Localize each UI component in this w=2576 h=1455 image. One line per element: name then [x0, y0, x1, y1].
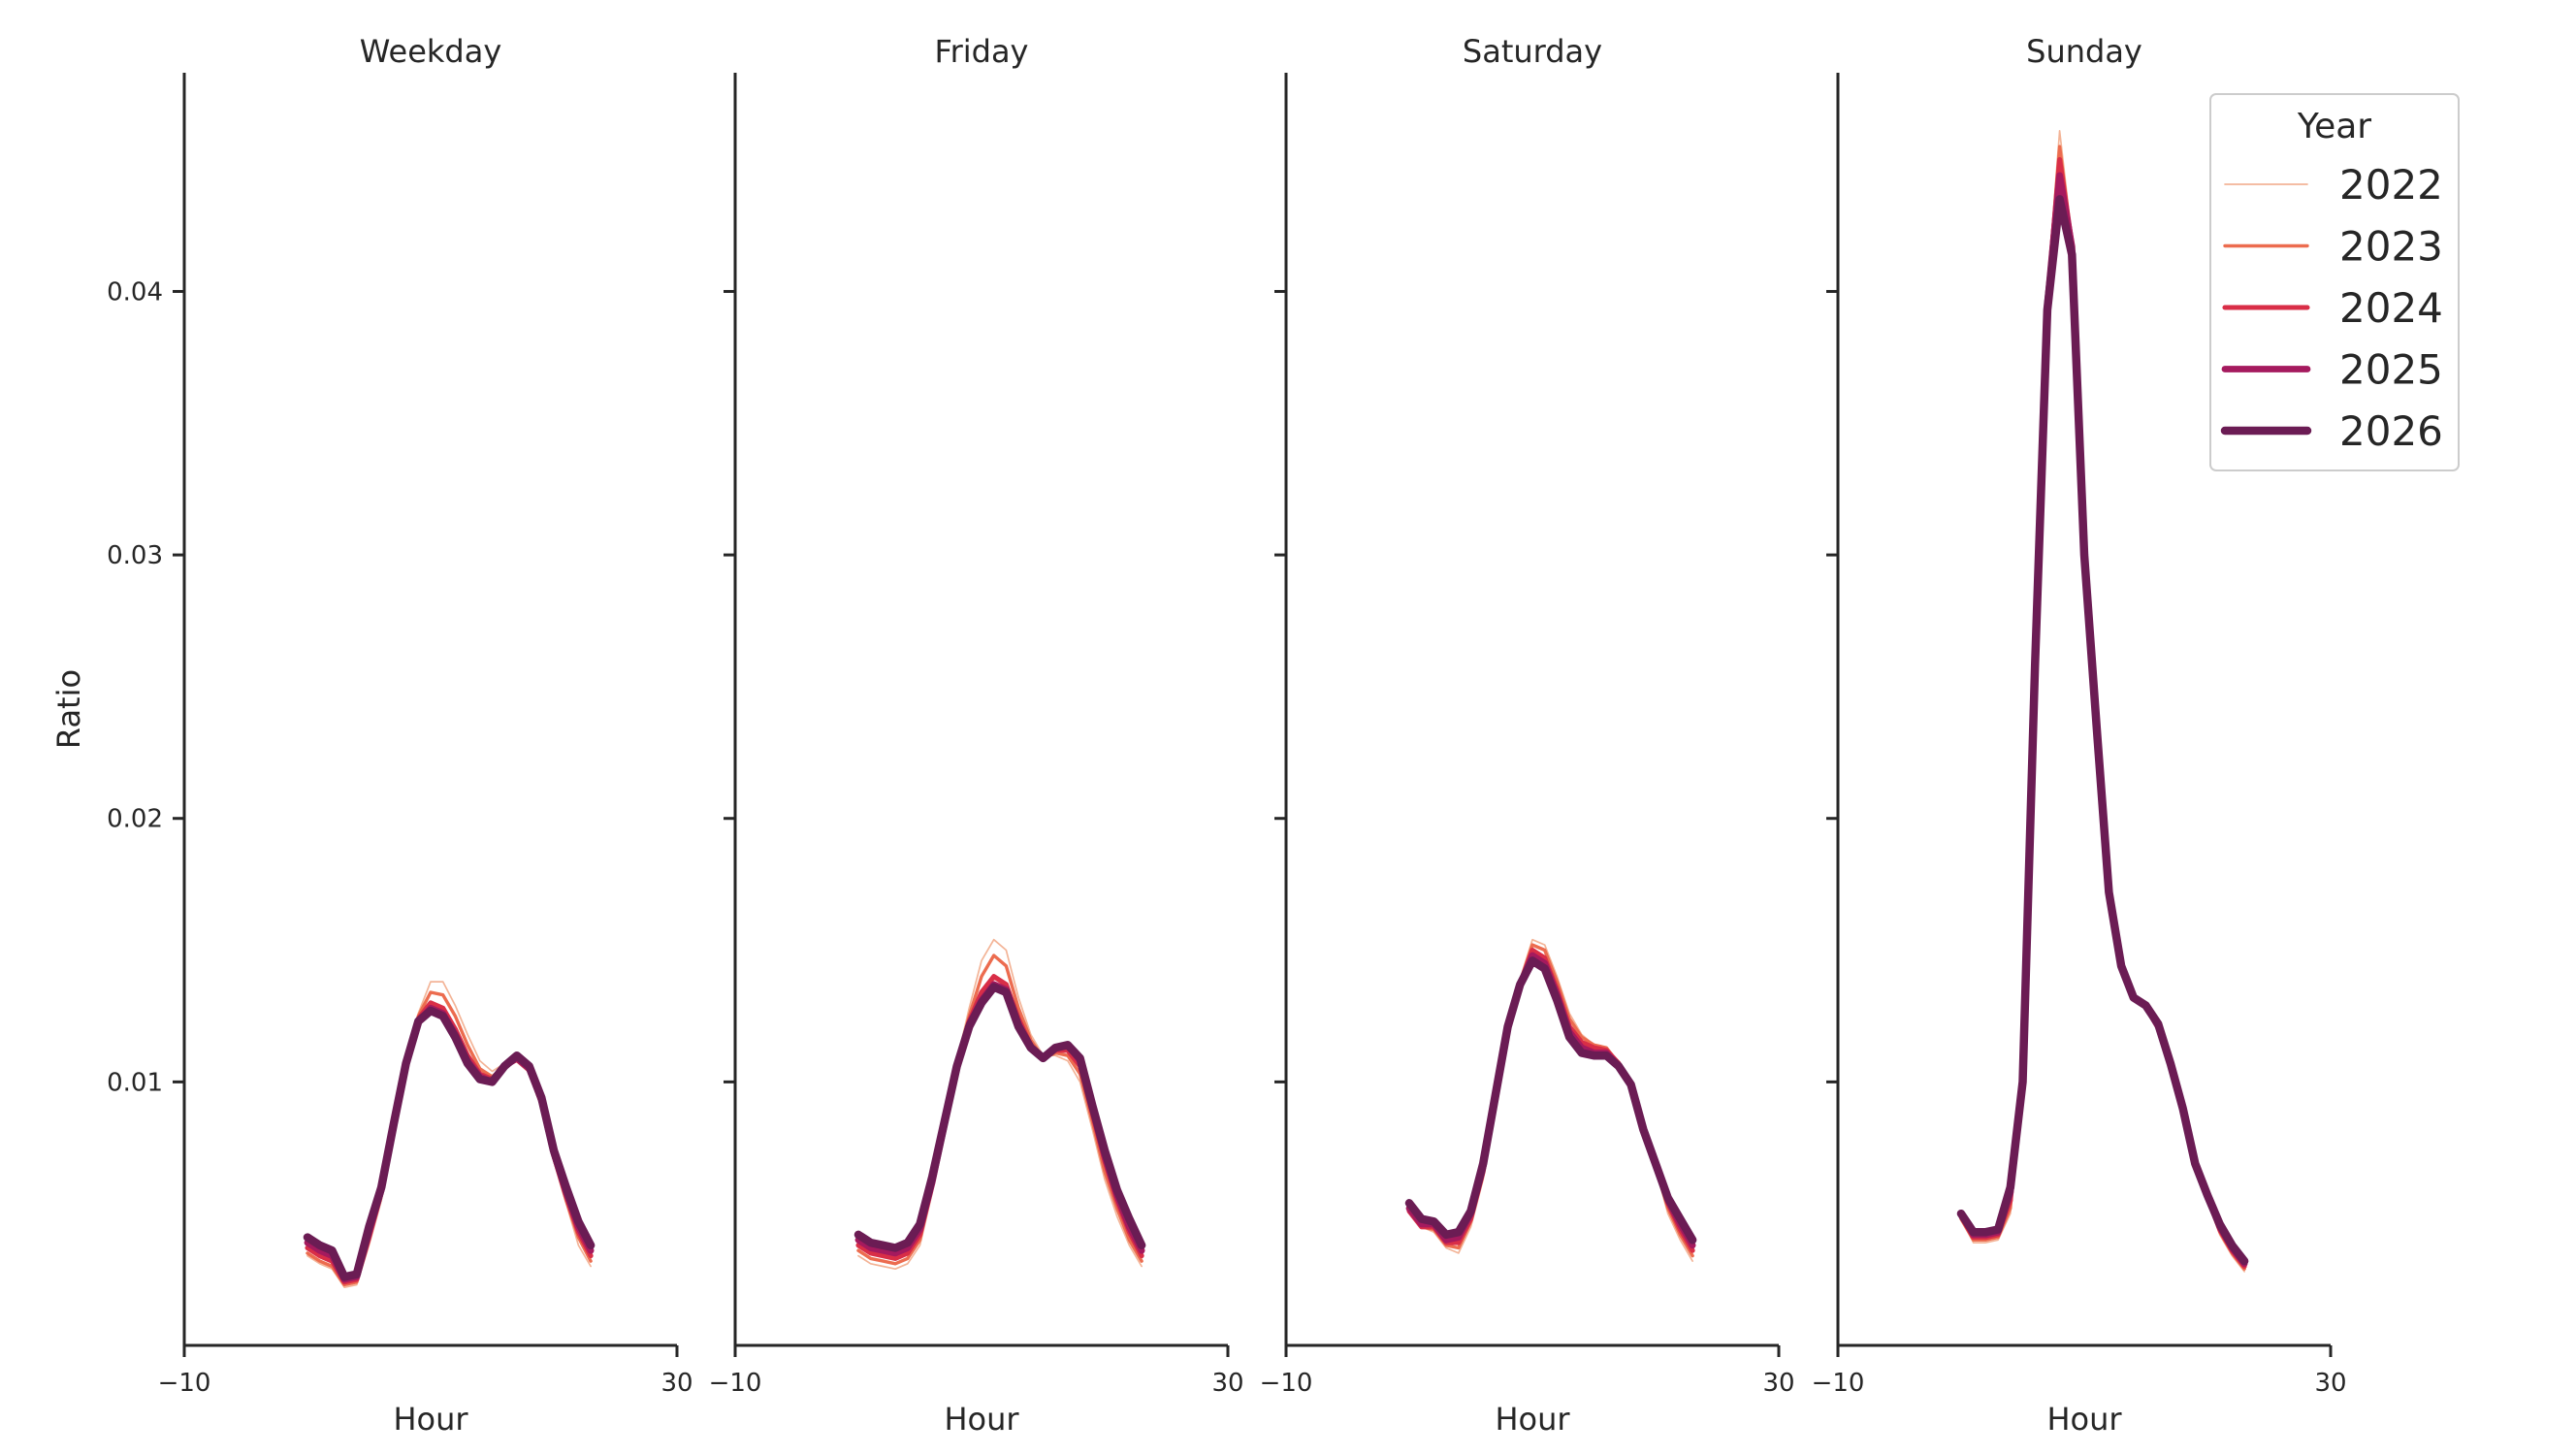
x-tick-label: −10: [709, 1369, 762, 1398]
series-line-2025: [1405, 952, 1696, 1249]
x-axis-label: Hour: [1495, 1401, 1570, 1438]
panel-title: Friday: [935, 33, 1029, 70]
x-tick-label: −10: [1812, 1369, 1865, 1398]
panel-title: Saturday: [1463, 33, 1602, 70]
x-tick-label: 30: [1211, 1369, 1243, 1398]
legend-label-2026: 2026: [2339, 407, 2443, 455]
panel-weekday: Weekday 0.01 0.02 0.03 0.04 −10 30 Hour: [107, 33, 692, 1438]
series-line-2026: [853, 983, 1146, 1252]
panel-title: Weekday: [360, 33, 502, 70]
series-line-2022: [1960, 129, 2245, 1273]
legend-label-2024: 2024: [2339, 284, 2443, 332]
series-line-2022: [857, 938, 1143, 1271]
series-line-2024: [1958, 157, 2247, 1270]
legend-frame: [2209, 93, 2460, 471]
series-line-2026: [303, 1006, 596, 1281]
panel-sunday: Sunday −10 30 Hour: [1812, 33, 2347, 1438]
legend-label-2022: 2022: [2339, 161, 2443, 209]
panel-friday: Friday −10 30 Hour: [709, 33, 1244, 1438]
x-axis-label: Hour: [393, 1401, 468, 1438]
series-line-2025: [1957, 172, 2248, 1268]
series-line-2026: [1956, 195, 2249, 1266]
legend: Year 2022 2023 2024 2025 2026: [2209, 93, 2460, 471]
y-tick-label: 0.03: [107, 541, 163, 570]
x-tick-label: 30: [2314, 1369, 2346, 1398]
x-tick-label: 30: [1762, 1369, 1794, 1398]
x-axis-label: Hour: [944, 1401, 1019, 1438]
legend-label-2023: 2023: [2339, 223, 2443, 271]
y-tick-label: 0.01: [107, 1068, 163, 1097]
x-tick-label: −10: [158, 1369, 211, 1398]
panel-title: Sunday: [2026, 33, 2142, 70]
x-tick-label: −10: [1260, 1369, 1313, 1398]
y-tick-label: 0.02: [107, 805, 163, 834]
y-axis-label: Ratio: [50, 669, 87, 749]
y-tick-label: 0.04: [107, 277, 163, 307]
series-line-2023: [856, 954, 1143, 1266]
panel-saturday: Saturday −10 30 Hour: [1260, 33, 1795, 1438]
x-axis-label: Hour: [2046, 1401, 2122, 1438]
series-line-2023: [1959, 145, 2246, 1271]
series-line-2026: [1404, 956, 1697, 1245]
panels-layer: Weekday 0.01 0.02 0.03 0.04 −10 30 Hour Friday −1…: [107, 33, 2346, 1438]
legend-label-2025: 2025: [2339, 346, 2443, 394]
x-tick-label: 30: [660, 1369, 692, 1398]
legend-title: Year: [2297, 107, 2371, 146]
